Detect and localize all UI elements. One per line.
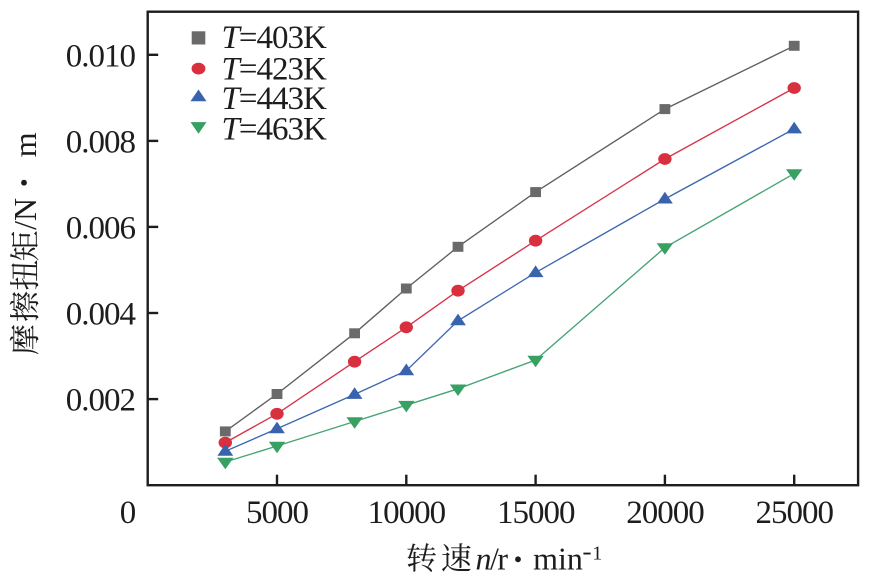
svg-text:m: m <box>7 132 43 157</box>
svg-text:0.008: 0.008 <box>66 125 136 161</box>
svg-text:min: min <box>533 541 583 577</box>
svg-text:T=443K: T=443K <box>222 81 327 117</box>
svg-text:0: 0 <box>120 495 136 531</box>
svg-text:25000: 25000 <box>756 495 834 531</box>
svg-text:10000: 10000 <box>368 495 446 531</box>
svg-text:T=423K: T=423K <box>222 51 327 87</box>
svg-text:n/r: n/r <box>476 541 509 577</box>
svg-text:1: 1 <box>592 543 602 565</box>
svg-text:0.010: 0.010 <box>66 38 136 74</box>
svg-text:20000: 20000 <box>626 495 704 531</box>
svg-text:5000: 5000 <box>246 495 309 531</box>
svg-text:0.002: 0.002 <box>66 383 135 419</box>
svg-text:0.004: 0.004 <box>66 297 136 333</box>
svg-text:T=463K: T=463K <box>222 111 327 147</box>
svg-text:/N: /N <box>7 198 43 230</box>
svg-text:T=403K: T=403K <box>222 20 327 56</box>
svg-text:15000: 15000 <box>497 495 575 531</box>
svg-text:0.006: 0.006 <box>66 211 136 247</box>
